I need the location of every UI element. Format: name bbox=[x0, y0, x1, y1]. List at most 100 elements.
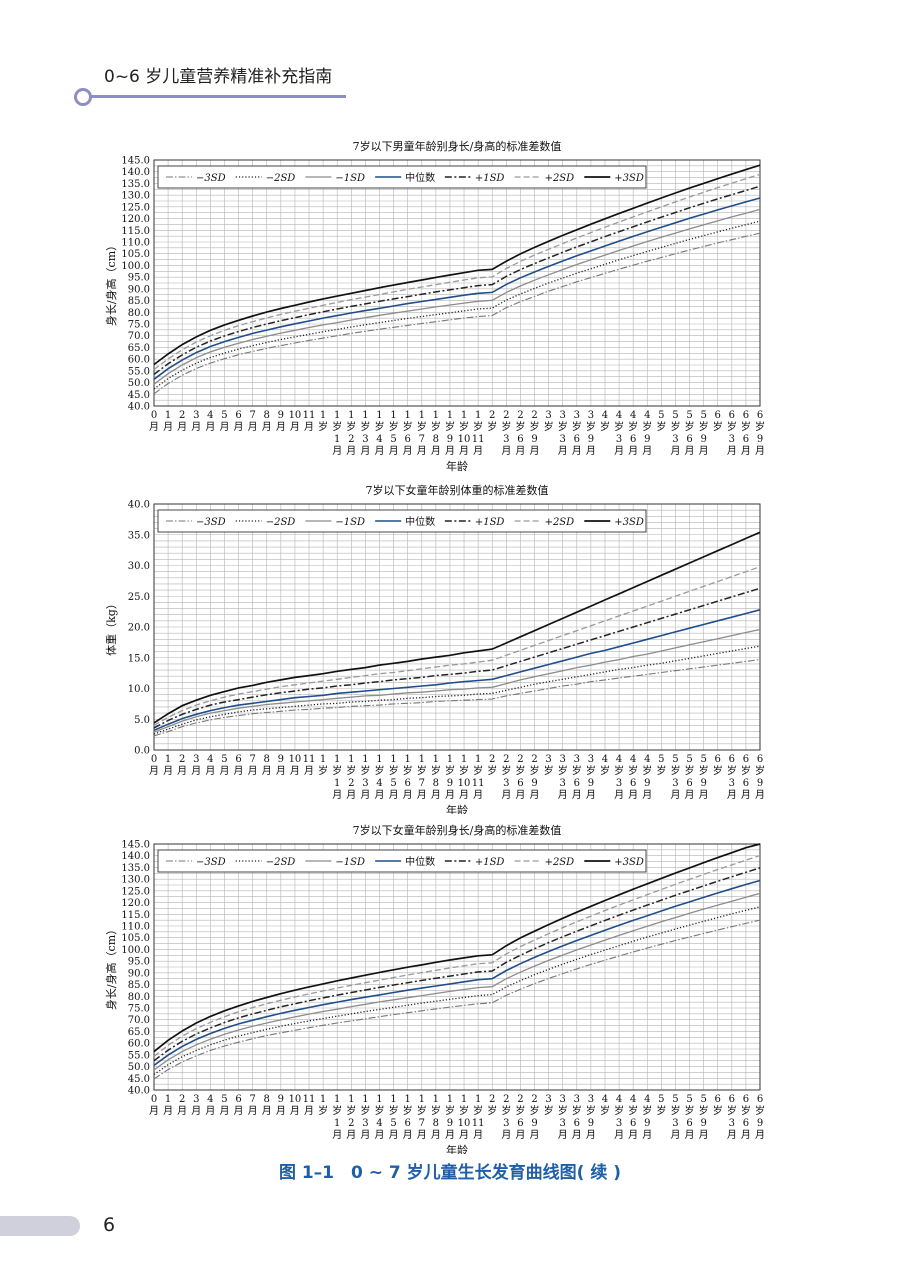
x-tick-char: 岁 bbox=[346, 1104, 356, 1117]
y-tick-label: 80.0 bbox=[128, 992, 150, 1003]
x-tick-char: 7 bbox=[419, 778, 425, 789]
x-tick-char: 9 bbox=[588, 434, 594, 445]
x-tick-char: 月 bbox=[473, 789, 483, 801]
x-tick-char: 岁 bbox=[417, 764, 427, 777]
x-tick-char: 6 bbox=[404, 434, 410, 445]
x-tick-char: 1 bbox=[419, 410, 425, 421]
x-tick-char: 岁 bbox=[473, 764, 483, 777]
series-line-6 bbox=[153, 843, 761, 1053]
x-tick-char: 2 bbox=[179, 1094, 185, 1105]
x-tick-char: 3 bbox=[193, 410, 199, 421]
x-tick-char: 1 bbox=[461, 410, 467, 421]
header-ring-ornament bbox=[74, 88, 92, 106]
x-tick-char: 2 bbox=[531, 1094, 537, 1105]
x-tick-char: 3 bbox=[193, 754, 199, 765]
x-tick-char: 9 bbox=[447, 778, 453, 789]
y-tick-label: 130.0 bbox=[121, 875, 150, 886]
x-tick-label: 11 月 bbox=[303, 754, 316, 777]
x-tick-char: 9 bbox=[278, 1094, 284, 1105]
x-tick-char: 月 bbox=[501, 789, 511, 801]
y-tick-label: 90.0 bbox=[128, 968, 150, 979]
y-tick-label: 140.0 bbox=[121, 167, 150, 178]
legend-label: +1SD bbox=[475, 857, 505, 868]
x-tick-char: 月 bbox=[276, 1105, 286, 1117]
x-tick-char: 5 bbox=[672, 754, 678, 765]
x-tick-char: 1 bbox=[376, 1094, 382, 1105]
x-tick-char: 岁 bbox=[699, 420, 709, 433]
y-tick-label: 20.0 bbox=[128, 623, 150, 634]
x-tick-char: 月 bbox=[262, 1105, 272, 1117]
x-tick-char: 岁 bbox=[656, 764, 666, 777]
x-tick-char: 岁 bbox=[642, 1104, 652, 1117]
x-tick-char: 月 bbox=[572, 1129, 582, 1141]
x-tick-char: 月 bbox=[515, 1129, 525, 1141]
x-tick-char: 1 bbox=[165, 410, 171, 421]
x-tick-char: 6 bbox=[235, 754, 241, 765]
y-tick-label: 70.0 bbox=[128, 1015, 150, 1026]
chart-title: 7岁以下男童年龄别身长/身高的标准差数值 bbox=[353, 139, 562, 153]
x-tick-char: 月 bbox=[374, 1129, 384, 1141]
y-tick-label: 120.0 bbox=[121, 214, 150, 225]
x-tick-char: 月 bbox=[332, 1129, 342, 1141]
x-tick-char: 4 bbox=[207, 1094, 213, 1105]
x-tick-char: 月 bbox=[234, 765, 244, 777]
x-tick-char: 11 bbox=[303, 410, 316, 421]
x-tick-char: 3 bbox=[672, 434, 678, 445]
x-tick-char: 岁 bbox=[530, 1104, 540, 1117]
x-tick-char: 9 bbox=[700, 778, 706, 789]
x-tick-char: 3 bbox=[545, 410, 551, 421]
series-line-0 bbox=[153, 659, 761, 737]
x-tick-char: 岁 bbox=[685, 420, 695, 433]
x-tick-char: 11 bbox=[472, 434, 485, 445]
x-tick-char: 月 bbox=[304, 421, 314, 433]
x-tick-char: 9 bbox=[644, 778, 650, 789]
x-tick-char: 3 bbox=[616, 778, 622, 789]
x-tick-char: 3 bbox=[574, 754, 580, 765]
x-tick-label: 1 岁 10 月 bbox=[458, 410, 471, 457]
x-tick-char: 3 bbox=[503, 434, 509, 445]
x-tick-char: 月 bbox=[530, 789, 540, 801]
x-tick-char: 岁 bbox=[727, 1104, 737, 1117]
legend-label: +1SD bbox=[475, 517, 505, 528]
x-tick-char: 4 bbox=[616, 754, 622, 765]
x-tick-char: 3 bbox=[616, 434, 622, 445]
x-tick-char: 7 bbox=[249, 1094, 255, 1105]
y-tick-label: 140.0 bbox=[121, 851, 150, 862]
x-tick-char: 9 bbox=[757, 1118, 763, 1129]
x-tick-char: 月 bbox=[501, 445, 511, 457]
x-tick-char: 5 bbox=[658, 754, 664, 765]
y-tick-label: 70.0 bbox=[128, 331, 150, 342]
y-tick-label: 120.0 bbox=[121, 898, 150, 909]
x-tick-char: 3 bbox=[362, 434, 368, 445]
x-tick-char: 月 bbox=[741, 1129, 751, 1141]
x-tick-char: 月 bbox=[699, 1129, 709, 1141]
x-tick-char: 6 bbox=[743, 754, 749, 765]
x-tick-char: 5 bbox=[390, 434, 396, 445]
x-tick-char: 月 bbox=[163, 1105, 173, 1117]
x-tick-char: 1 bbox=[461, 1094, 467, 1105]
legend-box bbox=[157, 509, 647, 533]
y-tick-label: 50.0 bbox=[128, 1062, 150, 1073]
x-tick-char: 岁 bbox=[741, 764, 751, 777]
x-tick-char: 3 bbox=[560, 1118, 566, 1129]
x-tick-char: 6 bbox=[757, 410, 763, 421]
legend-box bbox=[157, 849, 647, 873]
